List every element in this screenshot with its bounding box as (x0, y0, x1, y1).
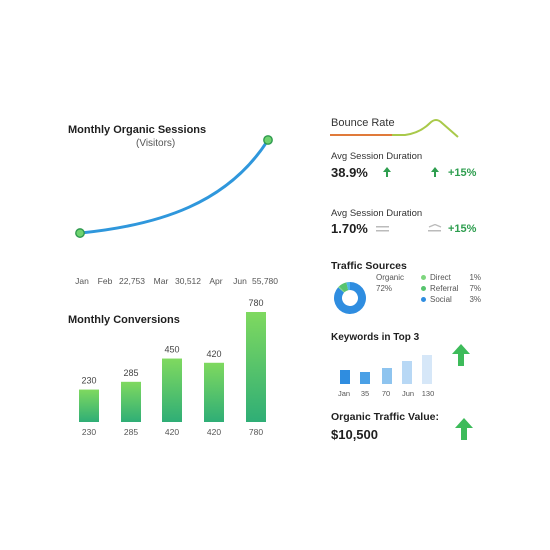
sessions-chart-title: Monthly Organic Sessions (68, 124, 207, 136)
avg-session-value-1: 38.9% (331, 165, 368, 180)
bar (422, 355, 432, 384)
donut-slice (334, 282, 366, 314)
legend-label: Social (430, 295, 452, 304)
avg-session-change-1: +15% (448, 167, 477, 179)
arrow-up-icon (452, 344, 470, 366)
arrow-up-icon (383, 167, 391, 177)
x-tick-label: 30,512 (175, 276, 201, 286)
bar-data-label: 780 (248, 298, 263, 308)
arrow-up-icon (431, 167, 439, 177)
bar (79, 389, 99, 422)
conversions-chart-title: Monthly Conversions (68, 314, 180, 326)
data-point (75, 228, 85, 238)
equal-icon (376, 226, 389, 232)
bar (246, 312, 266, 422)
legend-value: 1% (469, 273, 481, 282)
conversions-bar-chart: 230 230 285 285 450 420 420 420 780 780 (79, 298, 266, 437)
legend-value: 3% (469, 295, 481, 304)
sparkline (330, 119, 459, 138)
bounce-rate-sparkline (330, 119, 459, 138)
x-tick-label: 420 (207, 427, 221, 437)
x-tick-label: Apr (209, 276, 222, 286)
x-tick-label: Jan (75, 276, 89, 286)
x-tick-label: 285 (124, 427, 138, 437)
legend-label: Direct (430, 273, 451, 282)
neutral-trend-icon (428, 224, 442, 232)
bounce-rate-label: Bounce Rate (331, 117, 395, 129)
legend-item-direct: Direct 1% (421, 272, 481, 283)
bar-data-label: 230 (81, 376, 96, 386)
traffic-sources-title: Traffic Sources (331, 260, 407, 272)
legend-swatch (421, 286, 426, 291)
avg-session-value-2: 1.70% (331, 221, 368, 236)
x-tick-label: 230 (82, 427, 96, 437)
arrow-up-icon (455, 418, 473, 440)
x-tick-label: 130 (422, 389, 435, 398)
x-tick-label: Mar (154, 276, 169, 286)
x-tick-label: Jun (402, 389, 414, 398)
traffic-sources-donut (334, 282, 366, 314)
legend-item-social: Social 3% (421, 294, 481, 305)
series-line (78, 138, 270, 235)
x-tick-label: Feb (98, 276, 113, 286)
legend-label: Referral (430, 284, 459, 293)
otv-value: $10,500 (331, 427, 378, 442)
bar (382, 368, 392, 384)
donut-center-label: Organic (376, 273, 405, 282)
donut-slice (346, 282, 350, 291)
x-tick-label: 420 (165, 427, 179, 437)
avg-session-label-2: Avg Session Duration (331, 208, 423, 219)
traffic-legend: Direct 1% Referral 7% Social 3% (421, 272, 481, 305)
avg-session-label-1: Avg Session Duration (331, 151, 423, 162)
data-point (263, 135, 273, 145)
bar (204, 362, 224, 422)
bar (402, 361, 412, 384)
x-tick-label: Jun (233, 276, 247, 286)
bar-data-label: 420 (206, 349, 221, 359)
legend-swatch (421, 275, 426, 280)
x-tick-label: Jan (338, 389, 350, 398)
otv-label: Organic Traffic Value: (331, 411, 439, 423)
bar-data-label: 450 (164, 345, 179, 355)
avg-session-change-2: +15% (448, 223, 477, 235)
legend-value: 7% (469, 284, 481, 293)
bar (360, 372, 370, 384)
legend-item-referral: Referral 7% (421, 283, 481, 294)
bar (121, 381, 141, 422)
legend-swatch (421, 297, 426, 302)
sessions-chart-subtitle: (Visitors) (136, 138, 176, 149)
x-tick-label: 780 (249, 427, 263, 437)
sessions-line-chart: Jan Feb 22,753 Mar 30,512 Apr Jun 55,780 (75, 135, 278, 286)
bar-data-label: 285 (123, 368, 138, 378)
bar (340, 370, 350, 384)
keywords-title: Keywords in Top 3 (331, 332, 420, 343)
bar (162, 358, 182, 422)
x-tick-label: 35 (361, 389, 369, 398)
donut-center-value: 72% (376, 284, 393, 293)
keywords-bar-chart: Jan 35 70 Jun 130 (338, 355, 435, 398)
x-tick-label: 22,753 (119, 276, 145, 286)
donut-slice (339, 282, 349, 293)
x-tick-label: 70 (382, 389, 390, 398)
x-tick-label: 55,780 (252, 276, 278, 286)
donut-slice (338, 286, 345, 293)
